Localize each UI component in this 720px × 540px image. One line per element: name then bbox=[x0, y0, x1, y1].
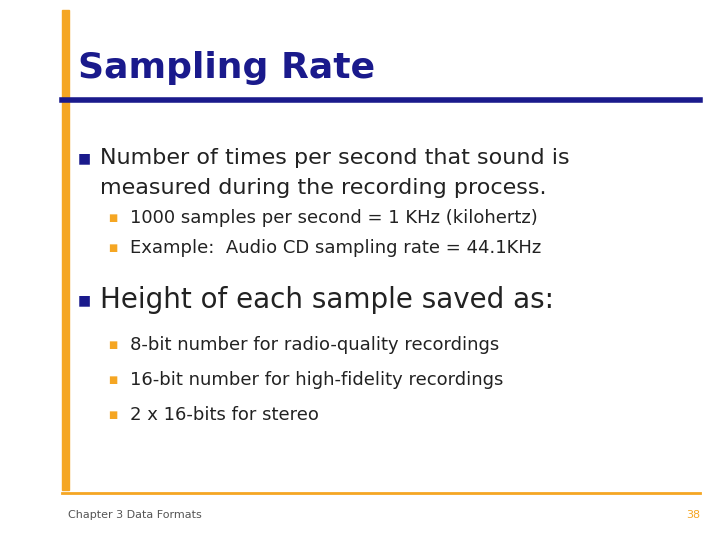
Text: ■: ■ bbox=[108, 410, 117, 420]
Text: measured during the recording process.: measured during the recording process. bbox=[100, 178, 546, 198]
Text: ■: ■ bbox=[108, 340, 117, 350]
Text: ■: ■ bbox=[108, 243, 117, 253]
Text: ■: ■ bbox=[108, 213, 117, 223]
Text: 16-bit number for high-fidelity recordings: 16-bit number for high-fidelity recordin… bbox=[130, 371, 503, 389]
Text: 8-bit number for radio-quality recordings: 8-bit number for radio-quality recording… bbox=[130, 336, 499, 354]
Text: Number of times per second that sound is: Number of times per second that sound is bbox=[100, 148, 570, 168]
Text: Height of each sample saved as:: Height of each sample saved as: bbox=[100, 286, 554, 314]
Text: Example:  Audio CD sampling rate = 44.1KHz: Example: Audio CD sampling rate = 44.1KH… bbox=[130, 239, 541, 257]
Text: Sampling Rate: Sampling Rate bbox=[78, 51, 375, 85]
Text: 2 x 16-bits for stereo: 2 x 16-bits for stereo bbox=[130, 406, 319, 424]
Text: ■: ■ bbox=[78, 293, 91, 307]
Bar bbox=[62, 10, 69, 490]
Text: ■: ■ bbox=[108, 375, 117, 385]
Text: Chapter 3 Data Formats: Chapter 3 Data Formats bbox=[68, 510, 202, 520]
Text: 38: 38 bbox=[686, 510, 700, 520]
Text: 1000 samples per second = 1 KHz (kilohertz): 1000 samples per second = 1 KHz (kiloher… bbox=[130, 209, 538, 227]
Text: ■: ■ bbox=[78, 151, 91, 165]
